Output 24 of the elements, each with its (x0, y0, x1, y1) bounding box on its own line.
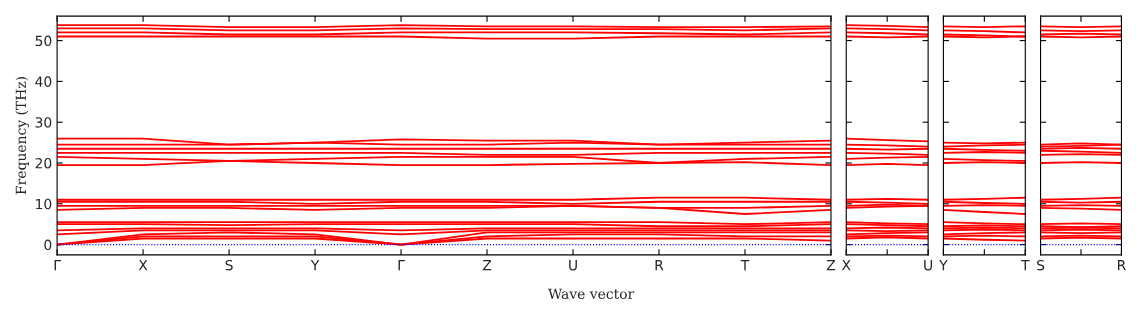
x-tick-label: S (225, 259, 233, 271)
x-axis-title: Wave vector (548, 288, 635, 299)
x-tick-label: Z (826, 260, 836, 271)
x-tick-label: U (924, 260, 932, 271)
x-tick-label: Γ (398, 260, 405, 271)
x-tick-label: T (1021, 260, 1030, 271)
y-axis-title: Frequency (THz) (15, 77, 30, 195)
y-tick-label: 10 (36, 198, 52, 210)
x-tick-label: Y (310, 260, 320, 271)
x-tick-label: Γ (54, 260, 61, 271)
y-tick-label: 40 (35, 76, 52, 87)
x-tick-label: X (138, 260, 148, 271)
y-tick-label: 20 (35, 157, 52, 169)
x-tick-label: U (569, 260, 577, 271)
y-tick-label: 30 (35, 117, 52, 128)
x-tick-label: R (655, 260, 664, 271)
x-tick-label: R (1117, 260, 1126, 271)
y-tick-label: 0 (44, 239, 52, 251)
y-tick-label: 50 (35, 35, 52, 47)
x-tick-label: S (1037, 259, 1045, 271)
x-tick-label: Y (939, 260, 948, 271)
x-tick-label: Z (482, 260, 492, 271)
x-tick-label: X (841, 260, 851, 271)
x-tick-label: T (740, 260, 750, 271)
